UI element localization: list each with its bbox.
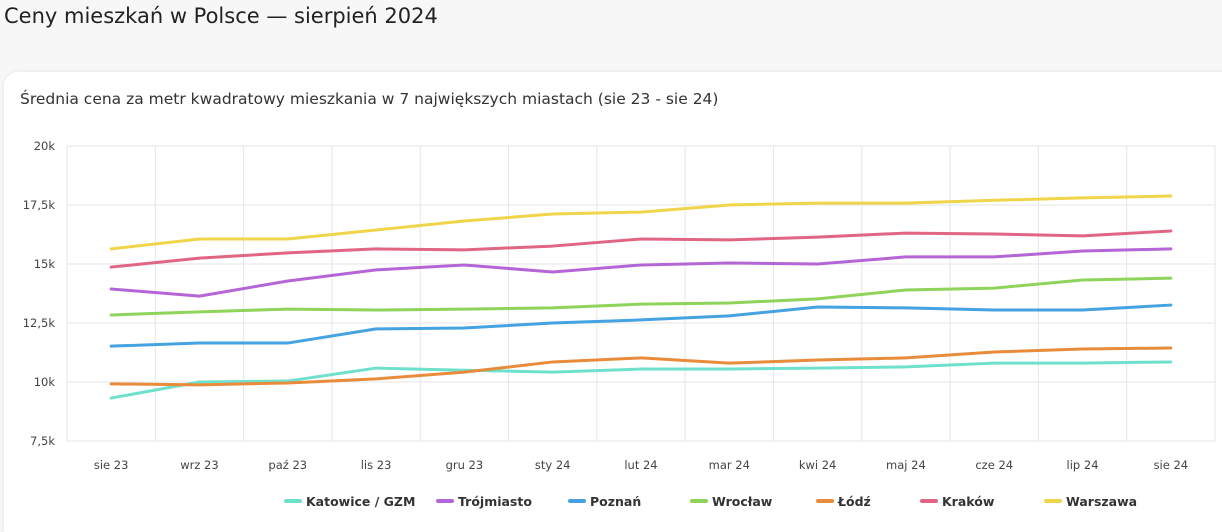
legend-item[interactable]: Trójmiasto	[458, 494, 532, 509]
legend-item[interactable]: Łódź	[837, 494, 871, 509]
y-tick-label: 20k	[34, 139, 56, 153]
legend-item[interactable]: Kraków	[942, 494, 995, 509]
series-line-pozna-	[109, 303, 1173, 348]
chart-title: Średnia cena za metr kwadratowy mieszkan…	[20, 90, 719, 108]
x-tick-label: maj 24	[886, 458, 926, 472]
y-tick-label: 12,5k	[23, 316, 56, 330]
page-title: Ceny mieszkań w Polsce — sierpień 2024	[4, 4, 438, 28]
x-tick-label: wrz 23	[180, 458, 218, 472]
series-line--d-	[109, 346, 1173, 387]
y-tick-label: 7,5k	[30, 434, 55, 448]
legend-item[interactable]: Wrocław	[712, 494, 773, 509]
series-line-katowice-gzm	[109, 360, 1173, 400]
chart-card: Średnia cena za metr kwadratowy mieszkan…	[4, 72, 1222, 532]
x-tick-label: mar 24	[709, 458, 750, 472]
series-line-wroc-aw	[109, 276, 1173, 317]
x-tick-label: sie 24	[1154, 458, 1189, 472]
y-tick-label: 10k	[34, 375, 56, 389]
y-tick-label: 15k	[34, 257, 56, 271]
x-tick-label: gru 23	[446, 458, 484, 472]
x-tick-label: lip 24	[1067, 458, 1099, 472]
y-tick-label: 17,5k	[23, 198, 56, 212]
series-line-tr-jmiasto	[109, 247, 1173, 298]
series-line-warszawa	[109, 194, 1173, 251]
legend-item[interactable]: Warszawa	[1066, 494, 1137, 509]
series-line-krak-w	[109, 229, 1173, 269]
x-tick-label: lut 24	[624, 458, 657, 472]
x-tick-label: kwi 24	[799, 458, 837, 472]
x-tick-label: sty 24	[535, 458, 571, 472]
legend-item[interactable]: Katowice / GZM	[306, 494, 415, 509]
legend-item[interactable]: Poznań	[590, 494, 641, 509]
line-chart: 7,5k 10k 12,5k 15k 17,5k 20k sie 23 wrz 23 paź 2…	[23, 139, 1216, 509]
x-tick-label: cze 24	[975, 458, 1013, 472]
x-tick-label: paź 23	[268, 458, 307, 472]
x-tick-label: sie 23	[94, 458, 129, 472]
x-tick-label: lis 23	[361, 458, 392, 472]
